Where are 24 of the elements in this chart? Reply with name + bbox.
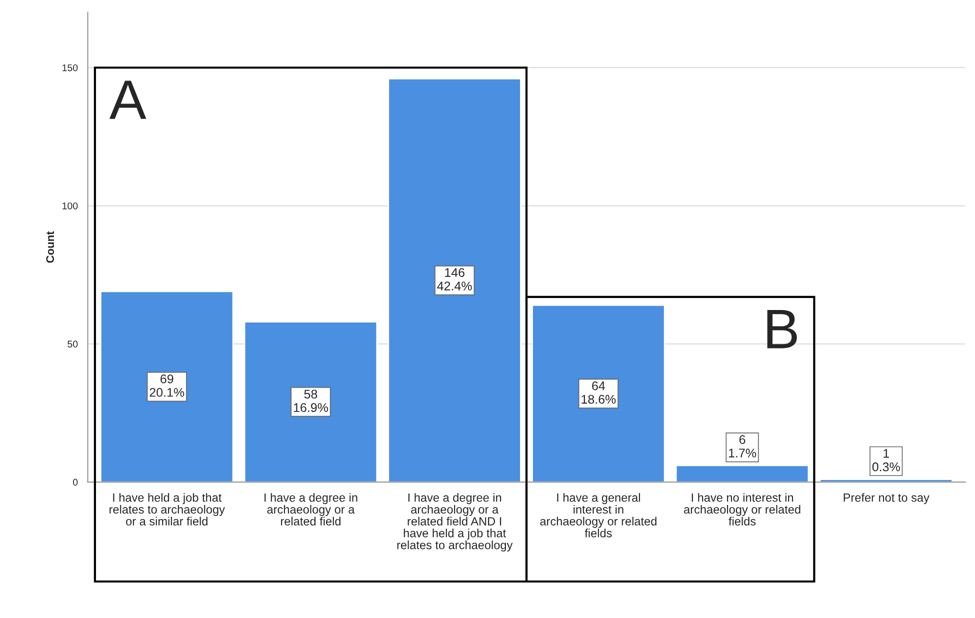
y-tick-label: 150 — [62, 64, 78, 72]
annotation: A — [109, 80, 146, 119]
data-label: 64 18.6% — [582, 381, 616, 404]
data-label: 58 16.9% — [294, 390, 328, 412]
data-label: 146 42.4% — [437, 268, 472, 290]
x-tick-label: I have a degree in archaeology or a related field AND I have held a job that relates to archaeology — [397, 493, 513, 552]
x-tick-label: I have a degree in archaeology or a related field — [264, 493, 358, 526]
bar — [675, 464, 810, 482]
bar — [100, 290, 234, 482]
y-tick-label: 100 — [62, 202, 78, 210]
y-tick-label: 50 — [68, 340, 78, 348]
x-tick-label: I have no interest in archaeology or related fields — [684, 493, 800, 526]
x-tick-label: I have a general interest in archaeology or related fields — [540, 493, 656, 538]
x-tick-label: Prefer not to say — [844, 493, 930, 504]
bar — [532, 304, 666, 482]
x-tick-label: I have held a job that relates to archaeology or a similar field — [110, 493, 225, 526]
y-axis-title: Count — [46, 231, 54, 263]
data-label: 1 0.3% — [872, 449, 900, 472]
bar — [388, 78, 522, 482]
data-label: 69 20.1% — [150, 374, 184, 397]
y-tick-label: 0 — [73, 478, 78, 486]
bar — [244, 321, 378, 482]
annotation: B — [767, 310, 797, 348]
data-label: 6 1.7% — [728, 435, 756, 458]
